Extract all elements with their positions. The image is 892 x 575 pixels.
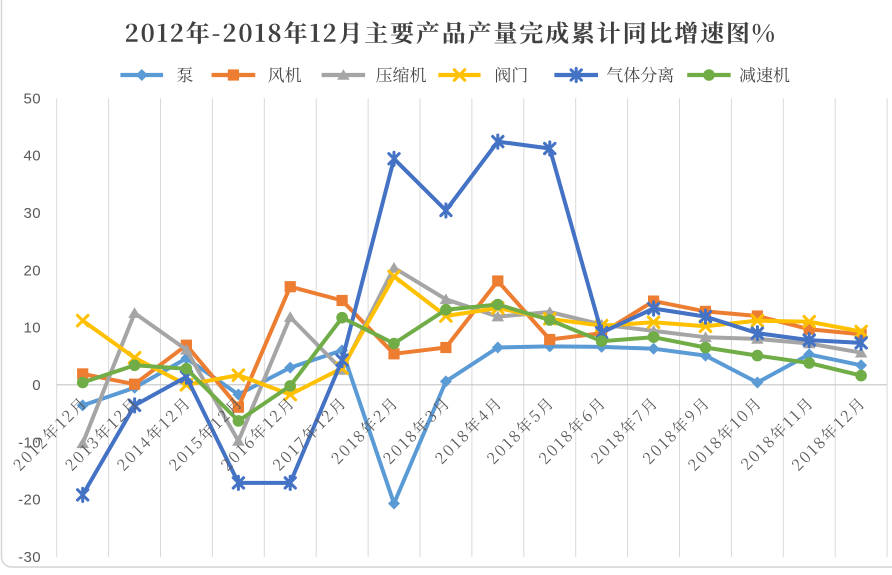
svg-text:10: 10 — [24, 320, 42, 337]
svg-text:-10: -10 — [18, 434, 41, 451]
svg-text:-20: -20 — [18, 492, 41, 509]
svg-text:30: 30 — [24, 205, 42, 222]
svg-text:0: 0 — [32, 377, 41, 394]
svg-text:-30: -30 — [18, 549, 41, 566]
svg-text:40: 40 — [24, 148, 42, 165]
svg-text:50: 50 — [24, 90, 42, 107]
svg-text:20: 20 — [24, 262, 42, 279]
